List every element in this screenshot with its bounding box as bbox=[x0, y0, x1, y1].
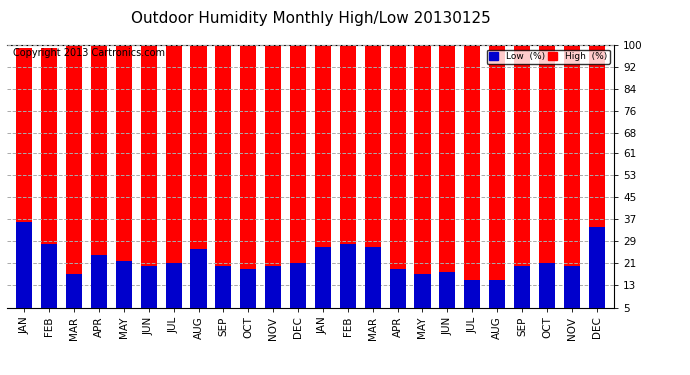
Bar bbox=[514, 45, 530, 308]
Bar bbox=[514, 266, 530, 308]
Bar bbox=[464, 280, 480, 308]
Bar bbox=[116, 261, 132, 308]
Bar bbox=[141, 45, 157, 308]
Bar bbox=[539, 263, 555, 308]
Bar bbox=[116, 45, 132, 308]
Bar bbox=[339, 244, 356, 308]
Bar bbox=[415, 274, 431, 308]
Bar bbox=[17, 222, 32, 308]
Text: Outdoor Humidity Monthly High/Low 20130125: Outdoor Humidity Monthly High/Low 201301… bbox=[130, 11, 491, 26]
Bar bbox=[265, 45, 282, 308]
Bar bbox=[415, 45, 431, 308]
Bar bbox=[166, 45, 181, 308]
Bar bbox=[141, 266, 157, 308]
Bar bbox=[315, 45, 331, 308]
Bar bbox=[166, 263, 181, 308]
Bar bbox=[589, 227, 604, 308]
Bar bbox=[589, 45, 604, 308]
Bar bbox=[315, 247, 331, 308]
Bar bbox=[66, 45, 82, 308]
Bar bbox=[215, 45, 231, 308]
Bar bbox=[464, 45, 480, 308]
Bar bbox=[489, 280, 505, 308]
Bar bbox=[190, 45, 206, 308]
Bar bbox=[564, 266, 580, 308]
Bar bbox=[41, 48, 57, 308]
Bar bbox=[440, 45, 455, 308]
Bar bbox=[564, 45, 580, 308]
Bar bbox=[489, 45, 505, 308]
Legend: Low  (%), High  (%): Low (%), High (%) bbox=[486, 50, 609, 64]
Bar bbox=[440, 272, 455, 308]
Bar bbox=[390, 269, 406, 308]
Bar bbox=[41, 244, 57, 308]
Bar bbox=[364, 247, 381, 308]
Bar bbox=[290, 45, 306, 308]
Bar bbox=[240, 269, 257, 308]
Bar bbox=[390, 45, 406, 308]
Bar bbox=[240, 45, 257, 308]
Bar bbox=[17, 48, 32, 308]
Bar bbox=[66, 274, 82, 308]
Bar bbox=[364, 45, 381, 308]
Bar bbox=[265, 266, 282, 308]
Bar bbox=[215, 266, 231, 308]
Text: Copyright 2013 Cartronics.com: Copyright 2013 Cartronics.com bbox=[13, 48, 165, 58]
Bar bbox=[539, 45, 555, 308]
Bar bbox=[339, 45, 356, 308]
Bar bbox=[91, 255, 107, 308]
Bar bbox=[190, 249, 206, 308]
Bar bbox=[91, 45, 107, 308]
Bar bbox=[290, 263, 306, 308]
